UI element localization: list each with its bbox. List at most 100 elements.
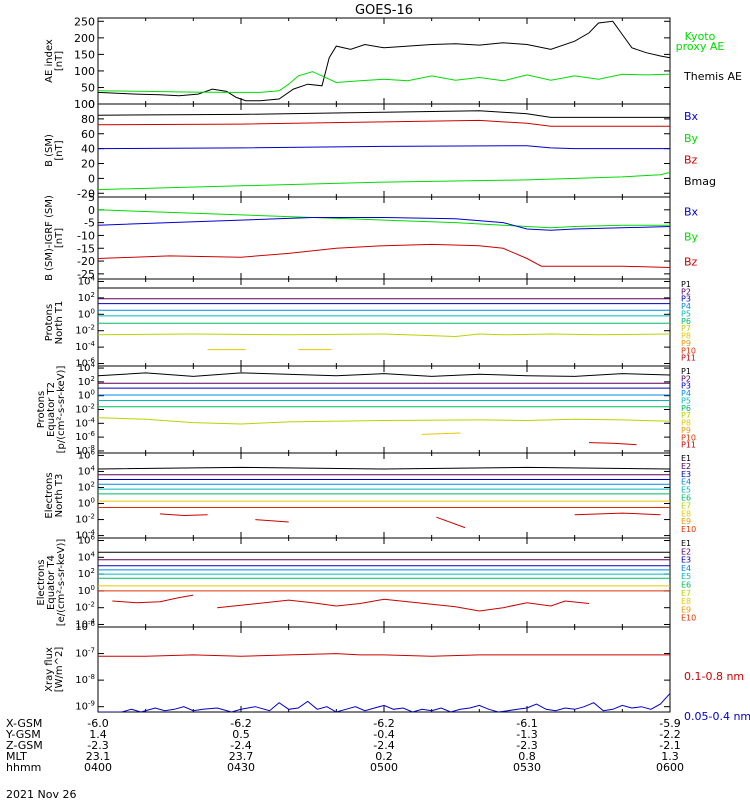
series-line-7 <box>98 333 670 338</box>
y-tick-label: 10-6 <box>75 620 95 633</box>
y-axis-label: [nT] <box>54 51 65 71</box>
legend-entry: E9 <box>681 605 691 614</box>
y-axis-label: [W/m^2] <box>54 647 65 693</box>
y-axis-label: Protons <box>44 304 55 341</box>
y-axis-label: Electrons <box>36 559 47 605</box>
y-tick-exponent: -6 <box>88 357 96 365</box>
x-row-label: Y-GSM <box>5 728 41 741</box>
y-tick-label: -5 <box>84 217 95 230</box>
legend-entry: P5 <box>681 309 691 318</box>
y-tick-exponent: 0 <box>91 307 95 315</box>
legend-entry: E7 <box>681 501 691 510</box>
y-tick-exponent: -2 <box>88 601 95 609</box>
legend-entry: P2 <box>681 287 691 296</box>
legend-entry: P4 <box>681 389 691 398</box>
x-row-value: 0600 <box>656 761 684 774</box>
legend-entry: P7 <box>681 324 691 333</box>
y-tick-exponent: 4 <box>91 550 96 558</box>
y-axis-label: B (SM) <box>44 134 55 167</box>
y-tick-exponent: 2 <box>91 480 95 488</box>
x-axis-table: X-GSM -6.0 -6.2 -6.2 -6.1 -5.9 Y-GSM 1.4 0.5 -0.4… <box>5 717 684 774</box>
x-row-value: -2.4 <box>230 739 251 752</box>
legend-entry: By <box>684 230 699 243</box>
panel-legend: Bx By Bz Bmag <box>684 110 716 188</box>
series-line-10 <box>255 519 289 523</box>
y-tick-label: 0 <box>88 98 95 111</box>
y-tick-exponent: 6 <box>91 534 96 542</box>
y-tick-label: 104 <box>78 361 96 374</box>
panel-legend: Bx By Bz <box>684 206 699 269</box>
y-tick-label: 10-6 <box>75 430 95 443</box>
x-row-value: 0.2 <box>375 750 393 763</box>
x-row-value: -6.2 <box>373 717 394 730</box>
legend-entry: E1 <box>681 539 691 548</box>
legend-entry: P1 <box>681 367 691 376</box>
legend-entry: P9 <box>681 426 691 435</box>
y-tick-exponent: -6 <box>88 620 96 628</box>
panel-3: -25-20-15-10-505 B (SM)-IGRF (SM) [nT] Bx By… <box>44 191 699 281</box>
y-tick-exponent: -2 <box>88 403 95 411</box>
legend-entry: P6 <box>681 404 691 413</box>
y-tick-label: -20 <box>77 187 95 200</box>
panel-frame <box>97 452 671 539</box>
x-row-value: -2.2 <box>659 728 680 741</box>
x-row-value: -6.0 <box>87 717 108 730</box>
legend-entry: Bmag <box>684 175 716 188</box>
y-tick-label: 10-2 <box>75 403 95 416</box>
series-line-2 <box>98 71 670 93</box>
y-tick-exponent: 2 <box>91 291 95 299</box>
x-row-value: 0.8 <box>518 750 536 763</box>
x-row-value: -1.3 <box>516 728 537 741</box>
y-tick-label: 100 <box>78 497 95 510</box>
y-tick-label: 100 <box>78 389 95 402</box>
y-tick-exponent: -2 <box>88 324 95 332</box>
y-axis-label: AE index <box>44 39 55 83</box>
legend-entry: E4 <box>681 564 691 573</box>
y-tick-exponent: -4 <box>88 340 96 348</box>
legend-entry: proxy AE <box>676 40 725 53</box>
legend-entry: E10 <box>681 614 696 623</box>
legend-entry: E3 <box>681 556 691 565</box>
y-tick-label: 10-2 <box>75 513 95 526</box>
y-tick-label: 100 <box>78 307 95 320</box>
x-row-value: -2.4 <box>373 739 394 752</box>
legend-entry: P10 <box>681 433 696 442</box>
panel-series <box>98 653 670 712</box>
y-tick-label: 102 <box>78 291 95 304</box>
panel-series <box>98 20 670 102</box>
y-tick-exponent: -8 <box>88 673 95 681</box>
x-row-value: 23.1 <box>86 750 111 763</box>
y-axis-label: [e/(cm²-s-sr-keV)] <box>56 539 67 627</box>
legend-entry: P3 <box>681 295 691 304</box>
legend-entry: By <box>684 132 699 145</box>
x-row-value: 0530 <box>513 761 541 774</box>
y-tick-label: 0 <box>88 172 95 185</box>
y-tick-exponent: 0 <box>91 497 95 505</box>
panel-legend: 0.1-0.8 nm 0.05-0.4 nm <box>684 670 750 723</box>
y-tick-exponent: -9 <box>88 700 95 708</box>
x-row-value: -5.9 <box>659 717 680 730</box>
y-tick-label: 106 <box>78 534 96 547</box>
x-row-value: -2.1 <box>659 739 680 752</box>
y-tick-exponent: -8 <box>88 444 95 452</box>
panel-series <box>98 466 670 529</box>
legend-entry: E5 <box>681 572 691 581</box>
series-line-2 <box>98 693 670 712</box>
y-tick-label: 250 <box>74 15 95 28</box>
legend-entry: P3 <box>681 382 691 391</box>
y-axis-label: North T1 <box>54 301 65 345</box>
legend-entry: E4 <box>681 478 691 487</box>
legend-entry: Bz <box>684 255 698 268</box>
series-line-2 <box>98 119 670 127</box>
legend-entry: P11 <box>681 354 696 363</box>
y-axis-label: Xray flux <box>44 647 55 692</box>
legend-entry: P4 <box>681 302 691 311</box>
legend-entry: P7 <box>681 411 691 420</box>
y-tick-label: 104 <box>78 550 96 563</box>
panel-series <box>98 209 670 268</box>
legend-entry: E6 <box>681 494 691 503</box>
